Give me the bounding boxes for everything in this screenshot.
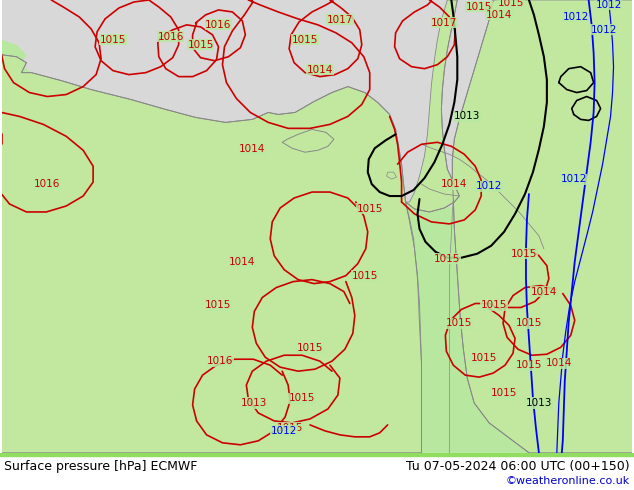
Text: Surface pressure [hPa] ECMWF: Surface pressure [hPa] ECMWF	[4, 460, 197, 473]
Text: 1014: 1014	[441, 179, 467, 189]
Text: 1015: 1015	[491, 388, 517, 398]
Text: 1012: 1012	[590, 25, 617, 35]
Text: 1013: 1013	[454, 111, 481, 122]
Text: 1013: 1013	[526, 398, 552, 408]
Text: 1014: 1014	[546, 358, 572, 368]
Text: 1015: 1015	[100, 35, 126, 45]
Text: 1012: 1012	[476, 181, 502, 191]
Text: 1015: 1015	[516, 360, 542, 370]
Text: 1016: 1016	[34, 179, 60, 189]
Text: 1015: 1015	[188, 40, 214, 50]
Text: 1015: 1015	[511, 249, 537, 259]
Text: 1012: 1012	[560, 174, 587, 184]
Text: 1015: 1015	[277, 423, 303, 433]
Text: 1015: 1015	[205, 300, 231, 311]
Polygon shape	[452, 0, 633, 453]
Text: 1015: 1015	[292, 35, 318, 45]
Bar	[0, 453, 634, 456]
Text: 1016: 1016	[157, 32, 184, 42]
Text: 1012: 1012	[562, 12, 589, 22]
Text: 1015: 1015	[446, 318, 472, 328]
Polygon shape	[282, 129, 334, 152]
Text: 1013: 1013	[241, 398, 268, 408]
Text: 1017: 1017	[431, 18, 458, 28]
Polygon shape	[1, 0, 422, 453]
Text: 1015: 1015	[352, 270, 378, 281]
Text: 1014: 1014	[307, 65, 333, 74]
Text: 1015: 1015	[289, 393, 315, 403]
Text: 1014: 1014	[229, 257, 256, 267]
Text: 1017: 1017	[327, 15, 353, 25]
Text: Tu 07-05-2024 06:00 UTC (00+150): Tu 07-05-2024 06:00 UTC (00+150)	[406, 460, 630, 473]
Text: 1015: 1015	[498, 0, 524, 8]
Text: 1016: 1016	[205, 20, 231, 30]
Text: 1016: 1016	[207, 356, 234, 366]
Text: 1014: 1014	[531, 287, 557, 296]
Polygon shape	[1, 0, 633, 453]
Text: 1014: 1014	[486, 10, 512, 20]
Text: 1012: 1012	[595, 0, 622, 10]
Text: 1015: 1015	[434, 254, 460, 264]
Text: 1015: 1015	[481, 300, 507, 311]
Text: 1015: 1015	[356, 204, 383, 214]
Text: 1015: 1015	[466, 2, 493, 12]
Text: 1014: 1014	[239, 144, 266, 154]
Text: 1012: 1012	[271, 426, 297, 436]
Text: 1015: 1015	[297, 343, 323, 353]
Polygon shape	[406, 0, 459, 212]
Polygon shape	[387, 172, 397, 179]
Polygon shape	[1, 0, 633, 214]
Text: 1015: 1015	[516, 318, 542, 328]
Text: ©weatheronline.co.uk: ©weatheronline.co.uk	[506, 476, 630, 486]
Text: 1015: 1015	[471, 353, 497, 363]
